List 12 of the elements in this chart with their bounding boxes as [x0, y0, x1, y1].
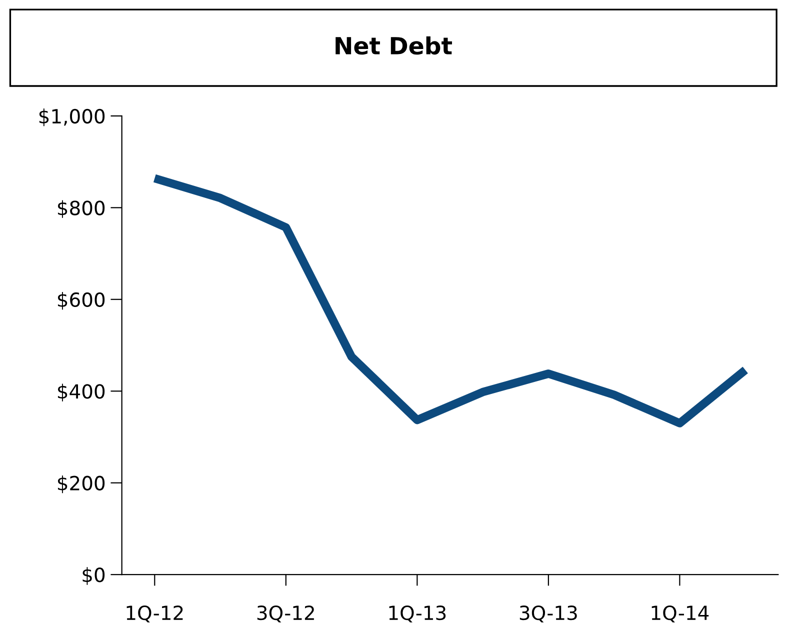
x-tick-label: 1Q-12 — [126, 605, 183, 622]
x-tick-label: 3Q-13 — [520, 605, 577, 622]
y-tick-label: $800 — [58, 200, 105, 218]
y-tick-label: $600 — [58, 292, 105, 310]
y-tick-label: $1,000 — [39, 108, 105, 126]
x-tick-label: 1Q-14 — [652, 605, 709, 622]
x-tick-label: 1Q-13 — [389, 605, 446, 622]
chart-title: Net Debt — [336, 36, 452, 55]
y-tick-label: $0 — [82, 567, 105, 585]
x-tick-label: 3Q-12 — [257, 605, 314, 622]
y-tick-label: $200 — [58, 475, 105, 494]
y-tick-label: $400 — [58, 384, 105, 402]
